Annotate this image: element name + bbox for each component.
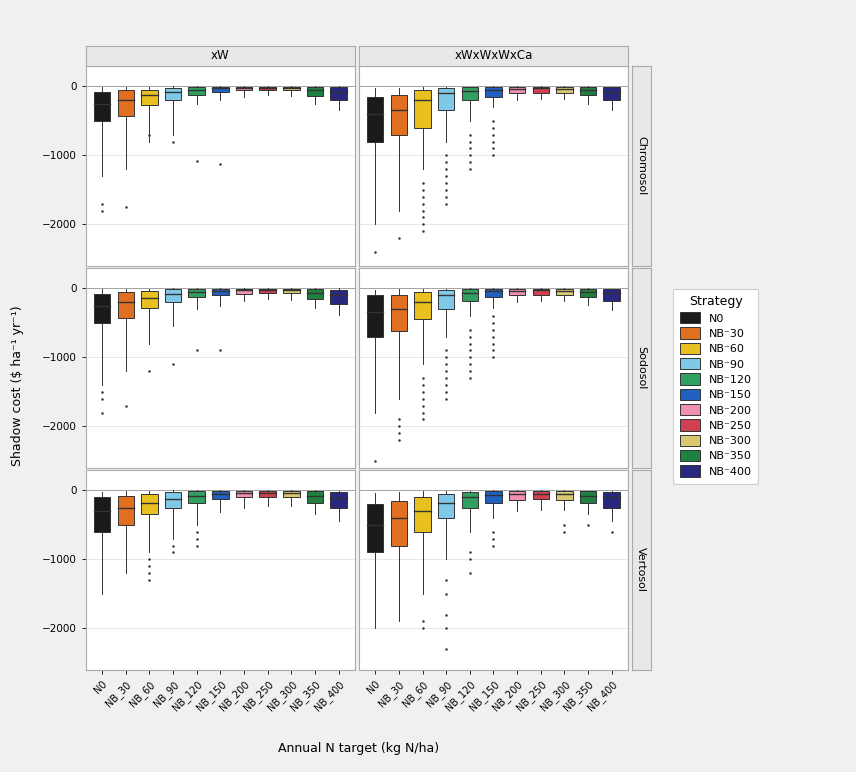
Bar (461, 87, 479, 100)
Bar (212, 289, 229, 295)
Bar (306, 491, 324, 503)
Bar (330, 87, 347, 100)
Bar (283, 491, 300, 497)
Bar (94, 497, 110, 532)
Bar (330, 290, 347, 303)
Bar (165, 493, 181, 507)
Bar (367, 295, 383, 337)
Bar (306, 290, 324, 300)
Bar (580, 87, 597, 95)
Bar (165, 290, 181, 302)
Bar (508, 289, 526, 295)
Bar (235, 289, 253, 294)
Bar (603, 492, 620, 507)
Text: Vertosol: Vertosol (636, 547, 646, 592)
Bar (461, 492, 479, 507)
Bar (306, 87, 324, 96)
Bar (367, 504, 383, 553)
Bar (508, 87, 526, 93)
Bar (212, 491, 229, 499)
Bar (532, 491, 549, 499)
Bar (580, 289, 597, 297)
Bar (485, 87, 502, 96)
Text: xW: xW (211, 49, 229, 63)
Bar (117, 90, 134, 116)
Bar (330, 492, 347, 507)
Bar (141, 90, 158, 105)
Bar (414, 497, 431, 532)
Bar (532, 289, 549, 295)
Bar (165, 88, 181, 100)
Bar (580, 491, 597, 503)
Text: Shadow cost ($ ha⁻¹ yr⁻¹): Shadow cost ($ ha⁻¹ yr⁻¹) (10, 306, 24, 466)
Bar (259, 289, 276, 293)
Bar (414, 90, 431, 127)
Bar (94, 92, 110, 120)
Bar (235, 491, 253, 497)
Bar (438, 494, 455, 518)
Text: xWxWxWxCa: xWxWxWxCa (455, 49, 532, 63)
Bar (188, 289, 205, 297)
Legend: N0, NB⁻30, NB⁻60, NB⁻90, NB⁻120, NB⁻150, NB⁻200, NB⁻250, NB⁻300, NB⁻350, NB⁻400: N0, NB⁻30, NB⁻60, NB⁻90, NB⁻120, NB⁻150,… (673, 289, 758, 483)
Bar (438, 88, 455, 110)
Bar (94, 294, 110, 323)
Bar (141, 291, 158, 307)
Bar (390, 501, 407, 546)
Bar (188, 491, 205, 503)
Text: Sodosol: Sodosol (636, 346, 646, 389)
Bar (461, 290, 479, 301)
Bar (485, 289, 502, 297)
Bar (556, 491, 573, 500)
Bar (532, 86, 549, 93)
Bar (117, 293, 134, 318)
Bar (367, 96, 383, 141)
Bar (235, 86, 253, 90)
Bar (508, 491, 526, 500)
Bar (141, 495, 158, 514)
Bar (212, 86, 229, 92)
Bar (556, 289, 573, 295)
Bar (117, 496, 134, 525)
Text: Chromosol: Chromosol (636, 136, 646, 195)
Bar (485, 491, 502, 503)
Text: Annual N target (kg N/ha): Annual N target (kg N/ha) (278, 743, 439, 755)
Bar (283, 86, 300, 90)
Bar (390, 295, 407, 331)
Bar (390, 95, 407, 134)
Bar (188, 87, 205, 95)
Bar (603, 87, 620, 100)
Bar (438, 290, 455, 309)
Bar (414, 293, 431, 320)
Bar (283, 289, 300, 293)
Bar (556, 87, 573, 93)
Bar (603, 290, 620, 301)
Bar (259, 86, 276, 90)
Bar (259, 491, 276, 496)
